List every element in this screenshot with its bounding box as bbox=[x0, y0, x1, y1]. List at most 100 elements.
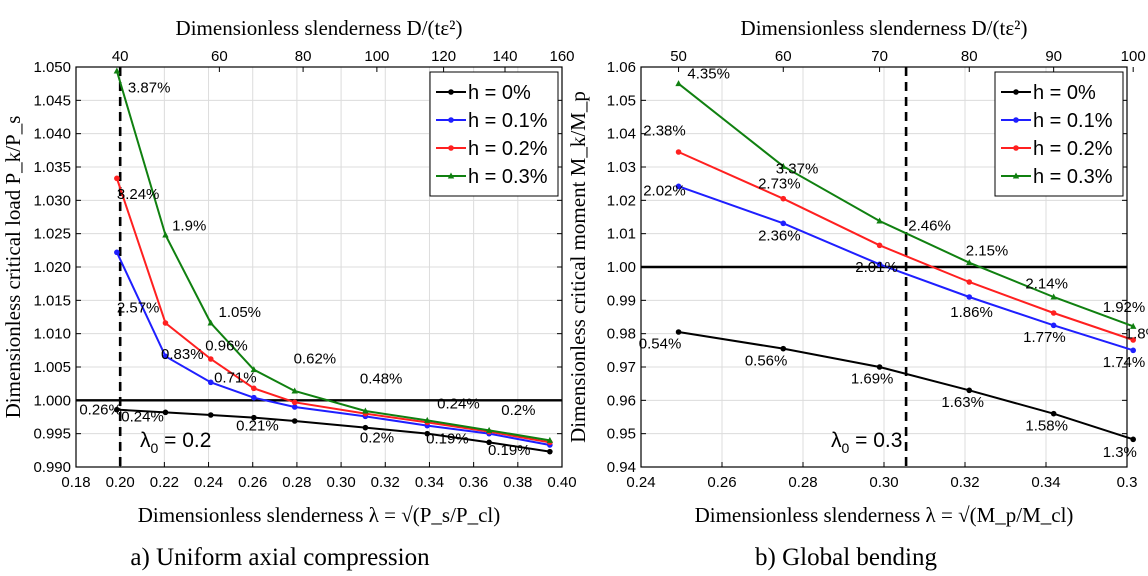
legend-marker bbox=[1013, 145, 1019, 151]
data-point bbox=[207, 319, 214, 326]
data-point bbox=[1050, 293, 1057, 300]
data-point bbox=[1050, 410, 1057, 417]
x-tick-label: 0.26 bbox=[238, 474, 267, 491]
data-point bbox=[291, 387, 298, 394]
legend-marker bbox=[448, 89, 454, 95]
legend-marker bbox=[1013, 117, 1019, 123]
x-tick-label: 0.34 bbox=[1031, 474, 1060, 491]
data-label: 2.36% bbox=[758, 227, 801, 244]
data-point bbox=[207, 412, 214, 418]
data-point bbox=[876, 242, 883, 249]
data-label: 1.63% bbox=[941, 394, 984, 411]
y-tick-label: 1.030 bbox=[33, 192, 71, 209]
data-point bbox=[675, 149, 682, 155]
data-point bbox=[780, 345, 787, 352]
top-x-tick-label: 140 bbox=[492, 48, 517, 65]
x-tick-label: 0.18 bbox=[61, 474, 90, 491]
data-label: 3.37% bbox=[776, 161, 819, 178]
data-label: 2.01% bbox=[855, 259, 898, 276]
legend-marker bbox=[1012, 172, 1020, 179]
top-x-tick-label: 60 bbox=[211, 48, 228, 65]
series-line bbox=[677, 82, 1134, 328]
data-point bbox=[675, 80, 682, 87]
top-x-tick-label: 60 bbox=[775, 48, 792, 65]
top-x-axis-title: Dimensionless slenderness D/(tε²) bbox=[176, 16, 463, 40]
legend-marker bbox=[447, 172, 455, 179]
data-label: 0.54% bbox=[639, 336, 682, 353]
y-tick-label: 0.990 bbox=[33, 459, 71, 476]
data-point bbox=[876, 261, 883, 268]
data-label: 2.73% bbox=[758, 176, 801, 193]
data-point bbox=[291, 418, 298, 424]
data-label: 2.38% bbox=[643, 122, 686, 139]
x-tick-label: 0.34 bbox=[415, 474, 444, 491]
data-point bbox=[966, 294, 973, 300]
series-line bbox=[678, 185, 1134, 352]
data-point bbox=[424, 416, 431, 423]
data-label: 1.74% bbox=[1103, 354, 1146, 371]
data-point bbox=[1130, 436, 1136, 443]
data-point bbox=[876, 364, 883, 370]
y-tick-label: 1.01 bbox=[607, 226, 636, 243]
data-label: 0.71% bbox=[214, 369, 257, 386]
top-x-tick-label: 70 bbox=[871, 48, 888, 65]
data-label: 4.35% bbox=[687, 66, 730, 83]
top-x-tick-label: 120 bbox=[431, 48, 456, 65]
data-point bbox=[162, 353, 169, 360]
y-tick-label: 0.96 bbox=[607, 392, 636, 409]
x-axis-title: Dimensionless slenderness λ = √(P_s/P_cl… bbox=[138, 503, 501, 527]
data-label: 2.14% bbox=[1025, 276, 1068, 293]
data-point bbox=[1050, 322, 1057, 329]
y-tick-label: 0.95 bbox=[607, 426, 636, 443]
y-tick-label: 1.00 bbox=[607, 259, 636, 276]
data-label: 2.15% bbox=[966, 242, 1009, 259]
y-tick-label: 1.000 bbox=[33, 392, 71, 409]
y-tick-label: 1.050 bbox=[33, 59, 71, 76]
top-x-tick-label: 50 bbox=[670, 48, 687, 65]
data-label: 0.19% bbox=[426, 431, 469, 448]
legend-marker bbox=[448, 117, 454, 123]
x-tick-label: 0.30 bbox=[326, 474, 355, 491]
reference-label: λ0 = 0.3 bbox=[831, 429, 902, 456]
x-tick-label: 0.32 bbox=[371, 474, 400, 491]
y-axis-title: Dimensionless critical moment M_k/M_p bbox=[566, 91, 590, 443]
data-label: 0.48% bbox=[360, 371, 403, 388]
legend-label: h = 0.1% bbox=[468, 110, 548, 132]
data-point bbox=[207, 356, 214, 362]
data-point bbox=[114, 406, 120, 413]
data-point bbox=[251, 414, 257, 421]
x-tick-label: 0.20 bbox=[106, 474, 135, 491]
data-point bbox=[162, 409, 169, 416]
data-point bbox=[1050, 310, 1057, 316]
data-point bbox=[251, 385, 257, 392]
top-x-tick-label: 80 bbox=[961, 48, 978, 65]
caption-left: a) Uniform axial compression bbox=[130, 544, 430, 571]
x-tick-label: 0.3 bbox=[1117, 474, 1138, 491]
data-point bbox=[780, 162, 787, 169]
axes-box bbox=[75, 66, 563, 468]
top-x-tick-label: 80 bbox=[295, 48, 312, 65]
data-point bbox=[113, 67, 121, 74]
y-tick-label: 0.94 bbox=[607, 459, 636, 476]
data-point bbox=[966, 279, 973, 285]
x-axis-title: Dimensionless slenderness λ = √(M_p/M_cl… bbox=[695, 503, 1074, 527]
data-point bbox=[780, 195, 787, 202]
x-tick-label: 0.28 bbox=[282, 474, 311, 491]
data-label: 0.26% bbox=[79, 401, 122, 418]
data-label: 1.77% bbox=[1023, 329, 1066, 346]
y-tick-label: 1.05 bbox=[607, 92, 636, 109]
legend-label: h = 0% bbox=[1033, 82, 1096, 104]
data-label: 1.92% bbox=[1103, 299, 1146, 316]
x-tick-label: 0.24 bbox=[626, 474, 655, 491]
y-tick-label: 1.02 bbox=[607, 192, 636, 209]
figure: 0.18 0.20 0.22 0.24 0.26 0.28 0.30 0.32 0.34 0.36… bbox=[1, 16, 1148, 527]
data-label: 1.8% bbox=[1125, 326, 1148, 343]
legend-label: h = 0.3% bbox=[468, 166, 548, 188]
y-tick-label: 1.040 bbox=[33, 126, 71, 143]
top-x-tick-label: 90 bbox=[1045, 48, 1062, 65]
data-point bbox=[1130, 347, 1136, 354]
data-label: 2.46% bbox=[908, 217, 951, 234]
data-label: 0.96% bbox=[205, 337, 248, 354]
x-tick-label: 0.24 bbox=[194, 474, 223, 491]
data-point bbox=[362, 407, 369, 414]
